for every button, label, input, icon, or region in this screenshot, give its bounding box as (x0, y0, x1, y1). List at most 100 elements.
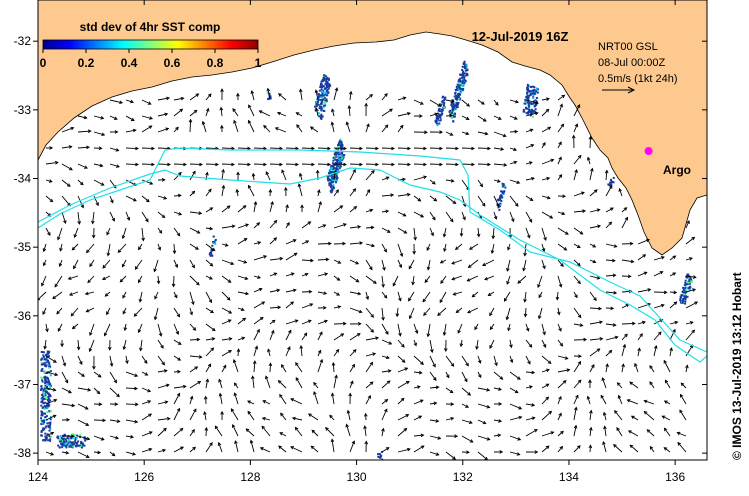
current-arrow-head (359, 146, 363, 151)
current-arrow (589, 225, 601, 229)
current-arrow (381, 380, 391, 389)
current-arrow-head (657, 331, 662, 336)
current-arrow (205, 163, 219, 166)
current-arrow (349, 381, 354, 389)
current-arrow (173, 194, 181, 197)
current-arrow-head (201, 120, 206, 125)
current-arrow (605, 170, 608, 181)
current-arrow (589, 364, 595, 373)
current-arrow (89, 259, 95, 267)
current-arrow-head (637, 347, 641, 352)
current-arrow-head (314, 89, 319, 94)
current-arrow (285, 330, 292, 341)
current-arrow (669, 321, 678, 325)
current-arrow (573, 192, 585, 197)
current-arrow (621, 333, 628, 341)
current-arrow (413, 211, 424, 218)
current-arrow (603, 412, 607, 421)
current-arrow-head (68, 389, 72, 394)
current-arrow-head (381, 284, 385, 288)
current-arrow-head (220, 124, 224, 129)
current-arrow (637, 348, 641, 357)
current-arrow-head (58, 263, 63, 268)
current-arrow (631, 415, 639, 421)
current-arrow (397, 355, 406, 363)
current-arrow-head (614, 409, 618, 414)
current-arrow-head (600, 394, 604, 399)
current-arrow-head (515, 99, 519, 104)
current-arrow (77, 163, 88, 169)
current-arrow (605, 221, 612, 229)
current-arrow-head (486, 387, 491, 392)
current-arrow (77, 179, 84, 186)
current-arrow (491, 243, 495, 254)
current-arrow-head (391, 162, 395, 167)
current-arrow-head (419, 399, 424, 403)
current-arrow-head (71, 246, 76, 251)
current-arrow-head (207, 93, 212, 98)
current-arrow-head (86, 436, 91, 441)
current-arrow (461, 131, 469, 135)
current-arrow (509, 416, 522, 421)
current-arrow (525, 129, 533, 133)
current-arrow-head (677, 441, 681, 446)
current-arrow-head (251, 375, 255, 380)
current-arrow-head (384, 124, 389, 129)
current-arrow (45, 387, 56, 391)
current-arrow (173, 211, 182, 215)
current-arrow (443, 227, 447, 237)
current-arrow (621, 303, 629, 309)
current-arrow-head (452, 200, 457, 205)
lat-tick-label: -38 (14, 446, 32, 460)
current-arrow (381, 210, 389, 213)
current-arrow-head (285, 204, 289, 209)
current-arrow (573, 425, 577, 437)
current-arrow-head (439, 299, 443, 304)
current-arrow (119, 275, 127, 283)
current-arrow (365, 259, 373, 270)
current-arrow (467, 275, 479, 282)
current-arrow (141, 400, 151, 405)
current-arrow-head (100, 182, 105, 186)
current-arrow-head (384, 92, 388, 97)
current-arrow (573, 259, 581, 266)
current-arrow-head (310, 445, 315, 450)
current-arrow (301, 303, 313, 309)
current-arrow-head (375, 162, 379, 167)
current-arrow-head (357, 225, 362, 229)
current-arrow-head (402, 177, 406, 182)
current-arrow-head (281, 169, 285, 174)
current-arrow-head (85, 422, 90, 426)
current-arrow (237, 163, 251, 166)
current-arrow-head (198, 211, 203, 215)
current-arrow (474, 323, 479, 330)
current-arrow-head (545, 396, 550, 401)
current-arrow-head (583, 337, 588, 342)
current-arrow-head (133, 313, 138, 317)
current-arrow-head (469, 439, 474, 443)
current-arrow (93, 131, 105, 136)
current-arrow (381, 243, 387, 253)
current-arrow (493, 179, 501, 183)
current-arrow-head (176, 232, 181, 237)
current-arrow (381, 339, 392, 345)
current-arrow-head (370, 329, 375, 333)
current-arrow (299, 173, 303, 181)
current-arrow-head (591, 364, 595, 368)
current-arrow (589, 259, 596, 263)
current-arrow (189, 355, 202, 358)
current-arrow (349, 441, 355, 453)
current-arrow (313, 391, 319, 405)
current-arrow (557, 227, 569, 235)
current-arrow (269, 257, 283, 261)
current-arrow (278, 380, 287, 389)
land-mass (38, 0, 707, 256)
current-arrow-head (207, 363, 212, 368)
current-arrow-head (203, 395, 208, 400)
current-arrow-head (147, 101, 152, 105)
current-arrow (573, 407, 577, 421)
current-arrow-head (220, 410, 224, 415)
current-arrow-head (454, 434, 459, 438)
current-arrow-head (274, 127, 279, 131)
current-arrow-head (582, 209, 587, 213)
